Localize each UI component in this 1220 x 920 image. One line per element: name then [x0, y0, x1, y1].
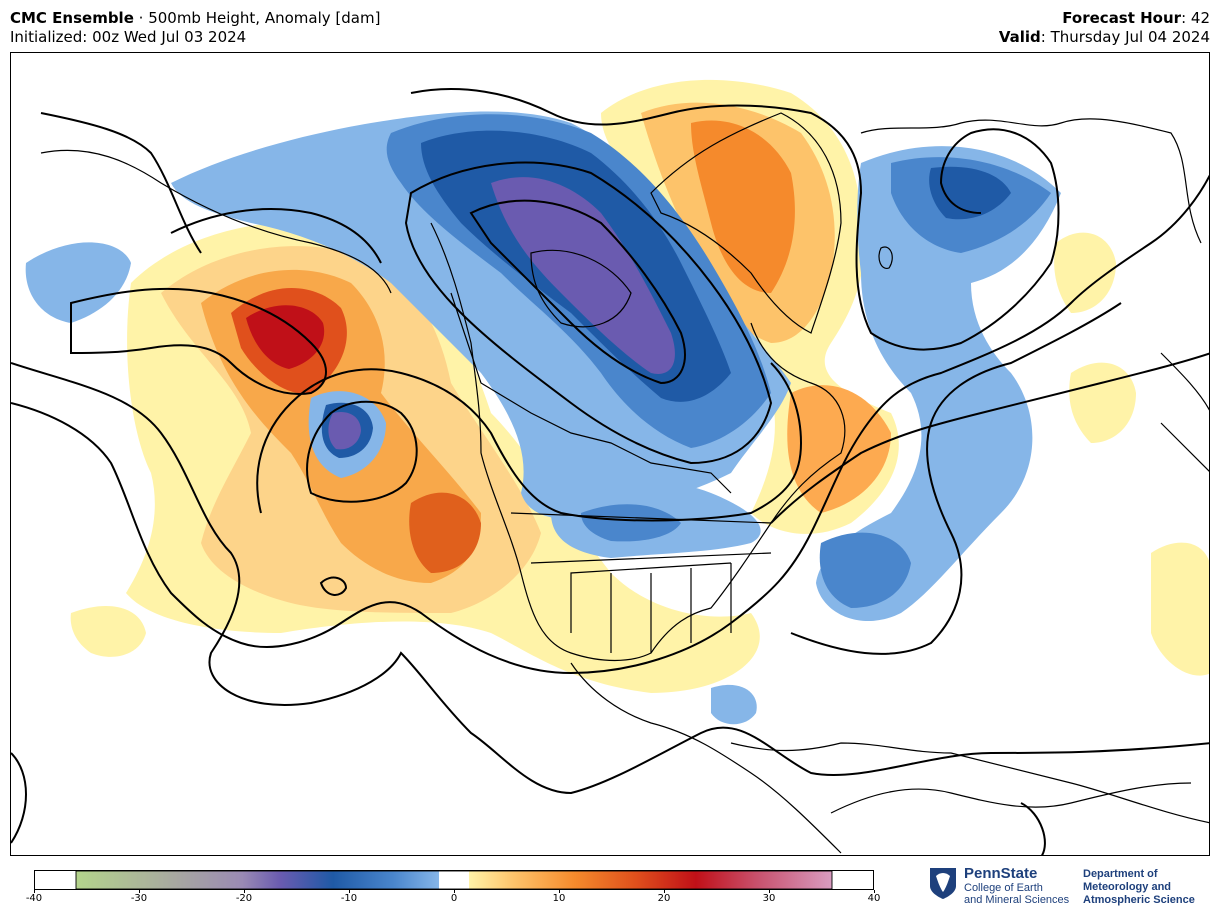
logo-name: PennState — [964, 865, 1038, 882]
shield-icon — [930, 868, 956, 899]
valid-value: : Thursday Jul 04 2024 — [1040, 28, 1210, 46]
valid-time: Valid: Thursday Jul 04 2024 — [999, 28, 1210, 47]
colorbar-tick-mark — [34, 890, 35, 893]
colorbar: -40 -30 -20 -10 0 10 20 30 40 — [26, 870, 880, 904]
forecast-hour-label: Forecast Hour — [1062, 9, 1182, 27]
colorbar-ticks: -40 -30 -20 -10 0 10 20 30 40 — [26, 890, 880, 910]
map-title: CMC Ensemble · 500mb Height, Anomaly [da… — [10, 9, 380, 28]
colorbar-tick-mark — [349, 890, 350, 893]
logo-line-2: and Mineral Sciences — [964, 894, 1070, 906]
colorbar-tick-mark — [244, 890, 245, 893]
logo-line-1: College of Earth — [964, 882, 1043, 894]
title-separator: · — [133, 9, 149, 27]
colorbar-tick-label: 10 — [552, 893, 566, 904]
dept-line-3: Atmospheric Science — [1083, 894, 1195, 906]
map-panel — [10, 52, 1210, 856]
colorbar-tick-label: 30 — [762, 893, 776, 904]
model-name: CMC Ensemble — [10, 9, 134, 27]
colorbar-tick-mark — [769, 890, 770, 893]
colorbar-tick-mark — [874, 890, 875, 893]
colorbar-tick-label: 40 — [867, 893, 881, 904]
dept-line-2: Meteorology and — [1083, 881, 1172, 893]
colorbar-tick-label: -40 — [25, 893, 43, 904]
colorbar-tick-label: -20 — [235, 893, 253, 904]
init-time: Initialized: 00z Wed Jul 03 2024 — [10, 28, 247, 46]
colorbar-tick-label: 20 — [657, 893, 671, 904]
valid-label: Valid — [998, 28, 1041, 46]
forecast-hour: Forecast Hour: 42 — [1062, 9, 1210, 28]
coastlines — [40, 112, 1209, 854]
positive-anomaly-shading — [70, 79, 1209, 693]
dept-line-1: Department of — [1083, 868, 1158, 880]
colorbar-tick-mark — [139, 890, 140, 893]
colorbar-tick-label: -30 — [130, 893, 148, 904]
colorbar-gradient — [34, 870, 874, 890]
height-contours — [11, 88, 1209, 855]
pennstate-logo: PennState College of Earth and Mineral S… — [928, 864, 1218, 914]
anomaly-map — [11, 79, 1209, 855]
colorbar-tick-mark — [559, 890, 560, 893]
colorbar-tick-mark — [664, 890, 665, 893]
colorbar-tick-mark — [454, 890, 455, 893]
colorbar-tick-label: -10 — [340, 893, 358, 904]
negative-anomaly-shading — [25, 111, 1061, 725]
colorbar-tick-label: 0 — [450, 893, 458, 904]
product-name: 500mb Height, Anomaly [dam] — [148, 9, 381, 27]
forecast-hour-value: : 42 — [1181, 9, 1210, 27]
